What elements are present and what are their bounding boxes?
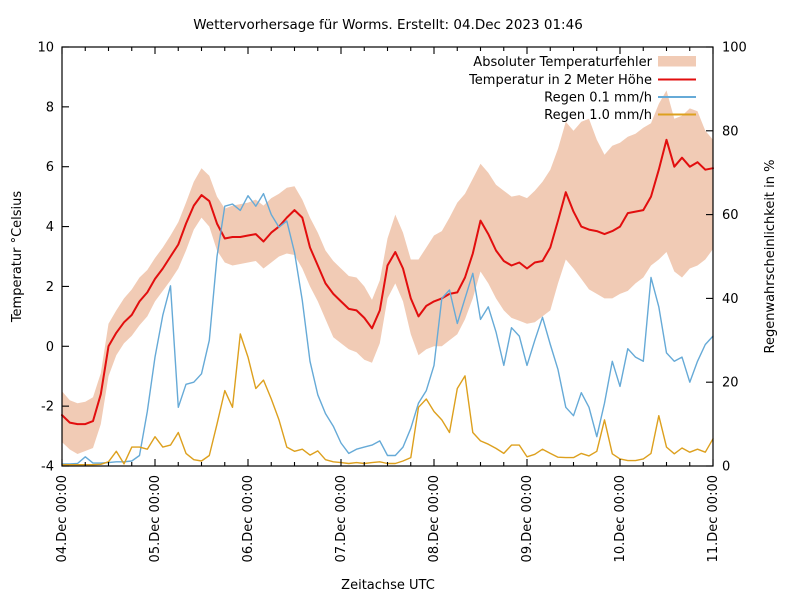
y-axis-title: Temperatur °Celsius	[10, 191, 25, 324]
y2-tick-label: 80	[722, 124, 739, 139]
series-line-2	[61, 192, 714, 465]
x-tick-label: 08.Dec 00:00	[427, 475, 442, 562]
y-tick-label: 6	[46, 160, 54, 175]
x-tick-label: 04.Dec 00:00	[55, 475, 70, 562]
y2-axis-title: Regenwahrscheinlichkeit in %	[763, 160, 778, 354]
legend-label-temperature: Temperatur in 2 Meter Höhe	[468, 73, 652, 88]
y2-tick-label: 40	[722, 292, 739, 307]
legend-label-error-band: Absoluter Temperaturfehler	[473, 55, 652, 70]
x-axis-title: Zeitachse UTC	[341, 578, 435, 593]
series-line-1	[61, 138, 714, 426]
x-tick-label: 09.Dec 00:00	[520, 475, 535, 562]
y-tick-label: 4	[46, 220, 54, 235]
legend-swatch-error-band	[658, 56, 696, 67]
y-tick-label: -4	[41, 460, 54, 475]
y2-tick-label: 0	[722, 460, 730, 475]
y-tick-label: -2	[41, 400, 54, 415]
legend-label-rain-01: Regen 0.1 mm/h	[544, 91, 652, 106]
series-line-3	[61, 333, 714, 466]
x-tick-label: 07.Dec 00:00	[334, 475, 349, 562]
legend: Absoluter Temperaturfehler Temperatur in…	[468, 55, 696, 123]
x-tick-label: 10.Dec 00:00	[613, 475, 628, 562]
y2-tick-label: 20	[722, 376, 739, 391]
y2-tick-label: 100	[722, 41, 747, 56]
y-tick-label: 10	[37, 41, 54, 56]
x-tick-label: 05.Dec 00:00	[148, 475, 163, 562]
plot-area: 04.Dec 00:00 05.Dec 00:00 06.Dec 00:00 07.D…	[37, 41, 746, 563]
series-band-0	[62, 90, 713, 455]
legend-label-rain-10: Regen 1.0 mm/h	[544, 108, 652, 123]
y-tick-label: 0	[46, 340, 54, 355]
x-tick-label: 11.Dec 00:00	[706, 475, 721, 562]
legend-samples	[658, 56, 696, 116]
y-tick-label: 8	[46, 100, 54, 115]
y-tick-label: 2	[46, 280, 54, 295]
chart-title: Wettervorhersage für Worms. Erstellt: 04…	[193, 17, 583, 33]
y2-tick-label: 60	[722, 208, 739, 223]
x-tick-label: 06.Dec 00:00	[241, 475, 256, 562]
